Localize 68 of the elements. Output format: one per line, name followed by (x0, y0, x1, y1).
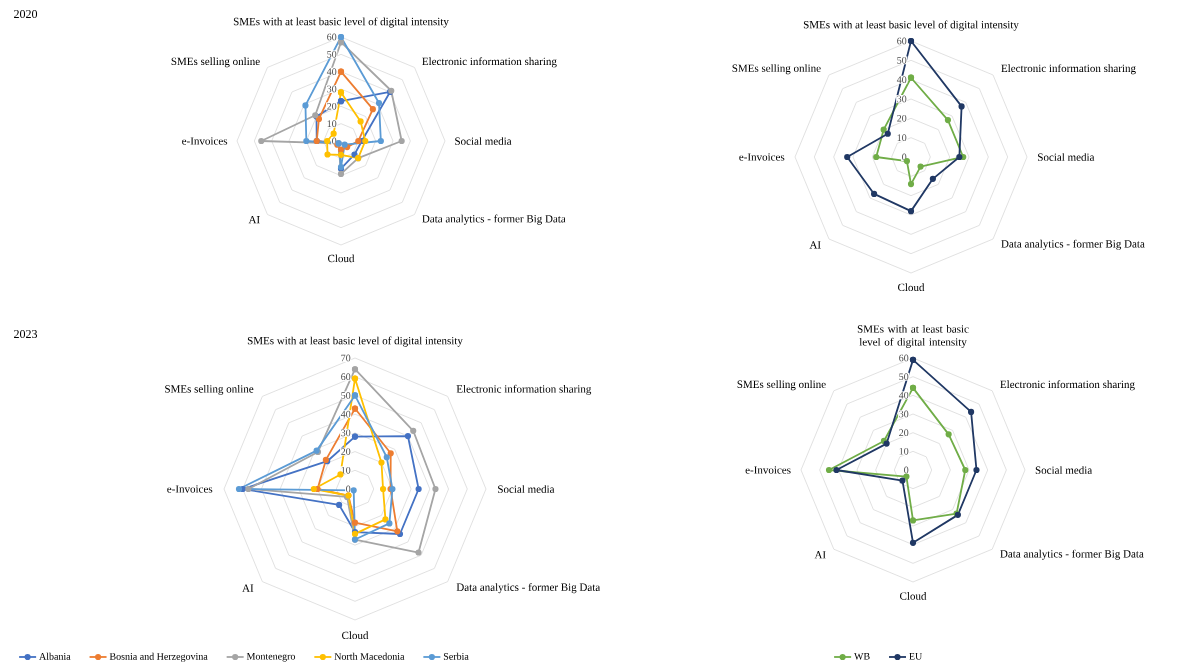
spoke-label: SMEs with at least basic level of digital intensity (247, 336, 463, 347)
spoke-label: SMEs selling online (732, 64, 821, 75)
spoke-label: SMEs selling online (165, 384, 254, 395)
spoke-label: SMEs selling online (171, 57, 260, 68)
y-tick-label: 10 (327, 120, 337, 128)
y-tick-label: 60 (897, 37, 907, 45)
spoke-label: Data analytics - former Big Data (456, 583, 601, 594)
legend-label: Serbia (443, 652, 469, 660)
y-tick-label: 60 (327, 33, 337, 41)
spoke-label: Data analytics - former Big Data (422, 214, 566, 225)
legend-label: Bosnia and Herzegovina (109, 652, 208, 662)
spoke-label: Cloud (898, 283, 925, 292)
legend-label: WB (854, 652, 870, 660)
chart-title: 2023 (14, 329, 38, 339)
spoke-label: Cloud (900, 592, 927, 600)
spoke-label: SMEs with at least basic level of digital intensity (857, 324, 969, 348)
y-tick-label: 30 (341, 429, 351, 437)
spoke-label: Cloud (328, 254, 355, 263)
spoke-label: SMEs with at least basic level of digital intensity (803, 20, 1019, 31)
spoke-label: AI (814, 551, 826, 559)
spoke-label: Social media (1035, 466, 1093, 474)
y-tick-label: 20 (899, 429, 909, 437)
spoke-label: Electronic information sharing (1001, 64, 1136, 75)
y-tick-label: 30 (327, 85, 337, 93)
text: 2020 (14, 9, 38, 19)
y-tick-label: 30 (899, 410, 909, 418)
y-tick-label: 0 (904, 466, 909, 474)
spoke-label: Data analytics - former Big Data (1000, 549, 1144, 560)
y-tick-label: 20 (341, 448, 351, 455)
spoke-label: Electronic information sharing (1000, 380, 1135, 391)
y-tick-label: 50 (341, 392, 351, 399)
y-tick-label: 50 (897, 56, 907, 64)
spoke-label: Electronic information sharing (422, 57, 557, 68)
y-tick-label: 30 (897, 95, 907, 103)
y-tick-label: 20 (897, 114, 907, 122)
y-tick-label: 60 (341, 373, 351, 381)
y-tick-label: 70 (341, 354, 351, 362)
spoke-label: Electronic information sharing (456, 384, 592, 395)
legend-label: Albania (39, 652, 71, 660)
legend-label: EU (909, 652, 923, 660)
spoke-label: Social media (1038, 153, 1095, 161)
spoke-label: e-Invoices (182, 137, 228, 145)
spoke-label: e-Invoices (739, 153, 785, 161)
legend-label: Montenegro (246, 652, 296, 662)
y-tick-label: 40 (340, 410, 351, 418)
y-tick-label: 40 (326, 68, 337, 76)
y-tick-label: 20 (327, 102, 337, 110)
spoke-label: Cloud (342, 631, 369, 640)
y-tick-label: 0 (346, 485, 351, 493)
y-tick-label: 50 (327, 50, 337, 58)
y-tick-label: 40 (896, 76, 907, 84)
spoke-label: AI (809, 241, 821, 249)
spoke-label: e-Invoices (167, 485, 213, 493)
y-tick-label: 50 (899, 373, 909, 381)
y-tick-label: 10 (341, 466, 351, 474)
spoke-label: e-Invoices (745, 466, 791, 474)
legend-label: North Macedonia (334, 652, 405, 660)
y-tick-label: 10 (899, 447, 909, 455)
spoke-label: SMEs with at least basic level of digital intensity (233, 17, 449, 28)
y-tick-label: 60 (899, 354, 909, 362)
spoke-label: AI (242, 584, 254, 592)
y-tick-label: 10 (897, 134, 907, 142)
spoke-label: Social media (498, 485, 555, 493)
spoke-label: AI (248, 216, 260, 224)
spoke-label: Data analytics - former Big Data (1001, 239, 1145, 250)
y-tick-label: 40 (898, 391, 909, 399)
spoke-label: Social media (455, 137, 512, 145)
spoke-label: SMEs selling online (737, 380, 826, 391)
